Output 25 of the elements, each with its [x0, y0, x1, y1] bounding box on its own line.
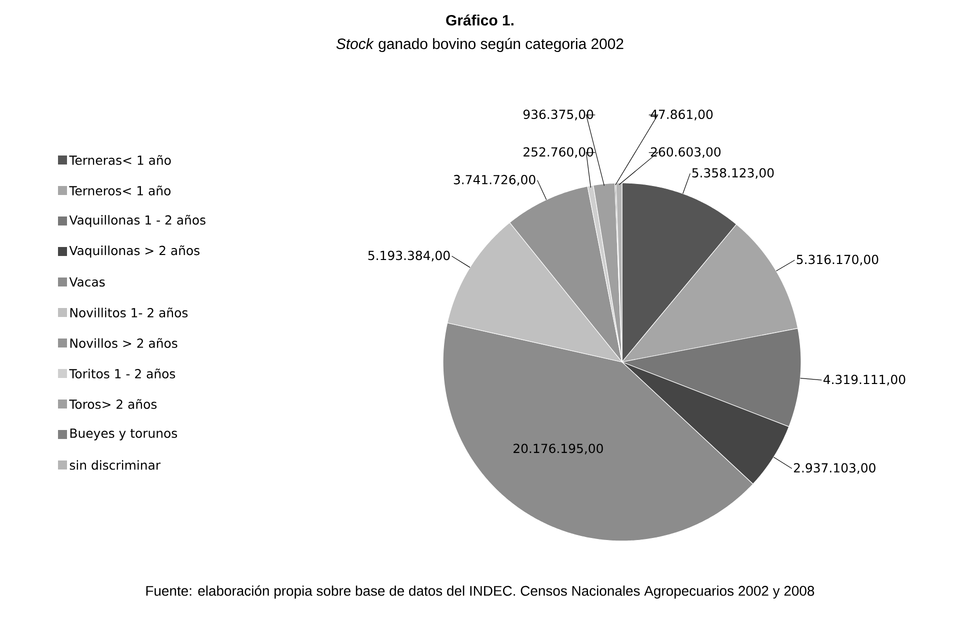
chart-title: Gráfico 1. — [446, 14, 514, 26]
data-label: 252.760,00 — [524, 147, 594, 158]
legend-label: Toritos 1 - 2 años — [69, 368, 176, 378]
legend-label: Vacas — [69, 277, 105, 287]
data-label: 20.176.195,00 — [514, 444, 603, 454]
data-label: 3.741.726,00 — [454, 174, 536, 186]
legend-label: Vaquillonas > 2 años — [69, 245, 200, 258]
legend-label: Toros> 2 años — [69, 399, 157, 409]
legend-label: Bueyes y torunos — [70, 428, 178, 440]
source-note: Fuente: elaboración propia sobre base de datos del INDEC. Censos Nacionales Agropecuarios 2002 y 2008 — [146, 585, 814, 599]
legend-label: Terneros< 1 año — [69, 186, 171, 196]
data-label: 5.358.123,00 — [692, 168, 774, 179]
legend-label: Novillitos 1- 2 años — [70, 308, 188, 318]
data-label: 936.375,00 — [523, 110, 594, 120]
data-label: 47.861,00 — [650, 110, 713, 120]
data-label: 4.319.111,00 — [823, 374, 906, 386]
legend-label: Novillos > 2 años — [70, 338, 178, 348]
data-label: 5.193.384,00 — [368, 250, 450, 262]
data-label: 260.603,00 — [650, 147, 721, 158]
chart-subtitle: Stock ganado bovino según categoria 2002 — [336, 38, 624, 52]
legend-label: sin discriminar — [70, 460, 161, 470]
legend-label: Vaquillonas 1 - 2 años — [69, 214, 206, 228]
data-label: 2.937.103,00 — [794, 463, 876, 474]
legend-label: Terneras< 1 año — [69, 155, 171, 165]
data-label: 5.316.170,00 — [796, 254, 878, 266]
